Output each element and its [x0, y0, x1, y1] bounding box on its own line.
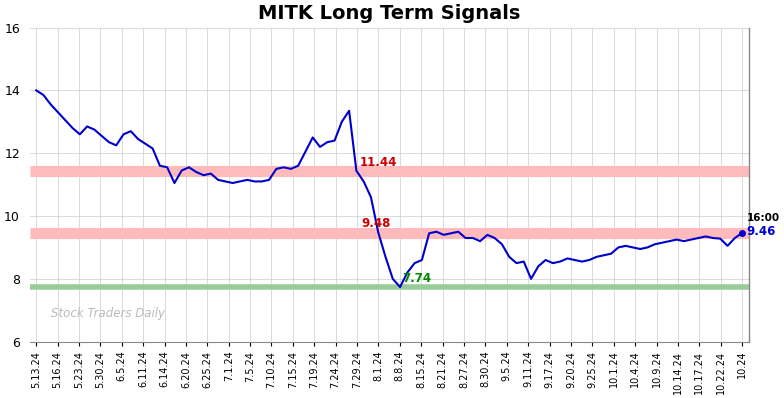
- Text: Stock Traders Daily: Stock Traders Daily: [51, 306, 165, 320]
- Title: MITK Long Term Signals: MITK Long Term Signals: [258, 4, 521, 23]
- Text: 16:00: 16:00: [746, 213, 779, 223]
- Text: 11.44: 11.44: [360, 156, 397, 169]
- Text: 9.46: 9.46: [746, 224, 775, 238]
- Text: 7.74: 7.74: [402, 272, 431, 285]
- Text: 9.48: 9.48: [361, 217, 390, 230]
